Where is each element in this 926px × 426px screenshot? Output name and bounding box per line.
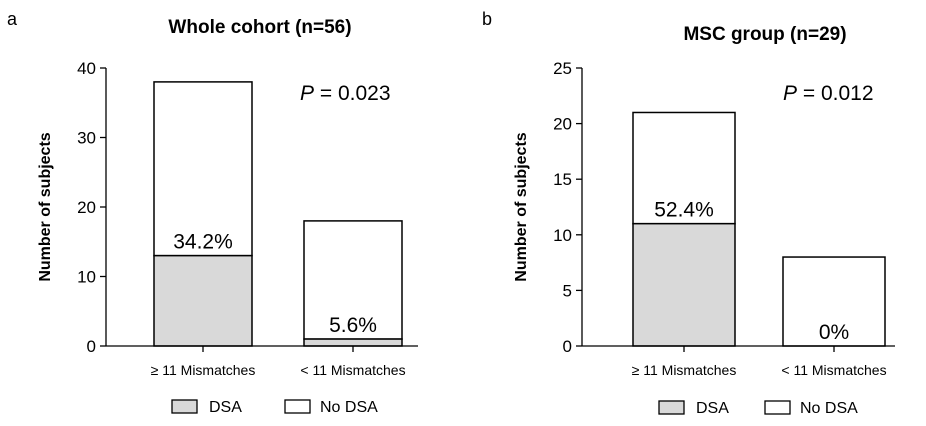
percent-label-1: 0% [819,321,849,344]
y-tick-label-2: 20 [77,198,96,217]
chart-panel-b: b MSC group (n=29) Number of subjects 52.4%… [482,9,895,417]
category-label-0: ≥ 11 Mismatches [151,362,256,378]
y-axis-label: Number of subjects [37,132,54,281]
p-value-number: = 0.023 [314,82,390,105]
p-value-prefix: P [783,82,797,105]
p-value: P = 0.012 [783,82,874,105]
percent-label-0: 34.2% [173,231,233,254]
legend-swatch-no-dsa [284,399,311,414]
legend-swatch-no-dsa [764,400,791,415]
p-value-number: = 0.012 [797,82,873,105]
y-tick-label-4: 40 [77,59,96,78]
y-tick-label-5: 25 [553,59,572,78]
legend-swatch-dsa [171,399,198,414]
legend: DSA No DSA [658,400,858,417]
y-tick-label-0: 0 [87,337,96,356]
bar-dsa-0 [632,222,736,347]
category-label-0: ≥ 11 Mismatches [632,362,737,378]
percent-label-1: 5.6% [329,314,377,337]
y-axis-label: Number of subjects [513,132,530,281]
chart-title: Whole cohort (n=56) [168,17,351,38]
panel-label: b [482,9,492,29]
bar-dsa-0 [153,254,253,347]
y-tick-label-2: 10 [553,226,572,245]
percent-label-0: 52.4% [654,199,714,222]
y-tick-label-4: 20 [553,115,572,134]
bar-no-dsa-0 [153,81,253,257]
chart-panel-a: a Whole cohort (n=56) Number of subjects 34… [7,9,418,416]
category-label-1: < 11 Mismatches [781,362,886,378]
legend-label-dsa: DSA [696,400,729,417]
legend-swatch-dsa [658,400,685,415]
y-tick-label-0: 0 [563,337,572,356]
p-value-prefix: P [300,82,314,105]
legend-label-no-dsa: No DSA [320,399,378,416]
p-value: P = 0.023 [300,82,391,105]
y-tick-label-1: 10 [77,268,96,287]
chart-title: MSC group (n=29) [683,24,846,45]
bar-dsa-1 [303,338,403,347]
y-tick-label-1: 5 [563,281,572,300]
legend: DSA No DSA [171,399,378,416]
y-tick-label-3: 30 [77,129,96,148]
legend-label-dsa: DSA [209,399,242,416]
legend-label-no-dsa: No DSA [800,400,858,417]
y-tick-label-3: 15 [553,170,572,189]
panel-label: a [7,9,18,29]
category-label-1: < 11 Mismatches [300,362,405,378]
